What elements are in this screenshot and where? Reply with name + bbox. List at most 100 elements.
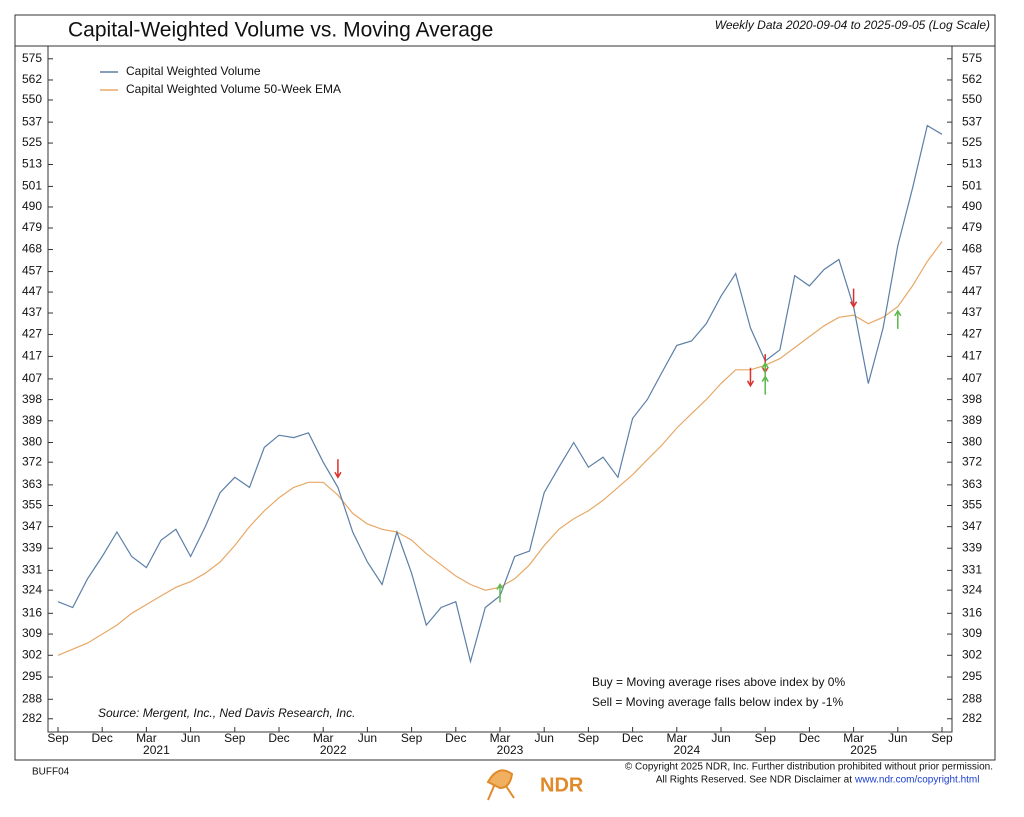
x-tick-label: Mar	[666, 731, 687, 745]
y-tick-label: 309	[22, 626, 42, 640]
y2-tick-label: 562	[962, 72, 982, 86]
y2-tick-label: 417	[962, 349, 982, 363]
outer-frame	[14, 14, 996, 761]
chart-code: BUFF04	[32, 767, 70, 778]
x-tick-label: Jun	[358, 731, 377, 745]
y2-tick-label: 363	[962, 477, 982, 491]
y2-tick-label: 309	[962, 626, 982, 640]
plot-frame	[47, 45, 953, 733]
y2-tick-label: 575	[962, 51, 982, 65]
y2-tick-label: 490	[962, 199, 982, 213]
y2-tick-label: 355	[962, 498, 982, 512]
x-tick-label: Sep	[224, 731, 246, 745]
sell-arrow	[334, 459, 342, 479]
y2-tick-label: 437	[962, 305, 982, 319]
x-tick-label: Jun	[181, 731, 200, 745]
y-tick-label: 490	[22, 199, 42, 213]
x-year-label: 2021	[143, 743, 170, 757]
y-tick-label: 427	[22, 327, 42, 341]
y-tick-label: 363	[22, 477, 42, 491]
copyright: All Rights Reserved. See NDR Disclaimer …	[656, 775, 852, 786]
x-tick-label: Mar	[490, 731, 511, 745]
y2-tick-label: 525	[962, 135, 982, 149]
x-tick-label: Mar	[843, 731, 864, 745]
y-tick-label: 302	[22, 647, 42, 661]
y-tick-label: 437	[22, 305, 42, 319]
y-tick-label: 513	[22, 157, 42, 171]
y-tick-label: 355	[22, 498, 42, 512]
y-tick-label: 347	[22, 519, 42, 533]
x-tick-label: Jun	[711, 731, 730, 745]
y2-tick-label: 398	[962, 392, 982, 406]
buy-arrow	[894, 309, 902, 329]
y2-tick-label: 347	[962, 519, 982, 533]
source: Source: Mergent, Inc., Ned Davis Researc…	[98, 706, 355, 720]
x-tick-label: Sep	[47, 731, 69, 745]
legend-label: Capital Weighted Volume	[126, 64, 261, 78]
y-tick-label: 537	[22, 114, 42, 128]
y-tick-label: 550	[22, 92, 42, 106]
legend-label: Capital Weighted Volume 50-Week EMA	[126, 82, 341, 96]
copyright: © Copyright 2025 NDR, Inc. Further distr…	[625, 762, 993, 773]
y2-tick-label: 479	[962, 220, 982, 234]
logo-text: NDR	[540, 774, 584, 796]
buy-arrow	[496, 583, 504, 603]
buy-arrow	[761, 361, 769, 382]
y-tick-label: 324	[22, 582, 42, 596]
y-tick-label: 295	[22, 669, 42, 683]
logo-icon	[486, 769, 515, 801]
x-tick-label: Sep	[931, 731, 953, 745]
y2-tick-label: 427	[962, 327, 982, 341]
y2-tick-label: 550	[962, 92, 982, 106]
x-tick-label: Jun	[888, 731, 907, 745]
y2-tick-label: 389	[962, 413, 982, 427]
note: Buy = Moving average rises above index b…	[592, 675, 845, 689]
y2-tick-label: 302	[962, 647, 982, 661]
x-tick-label: Dec	[445, 731, 466, 745]
y-tick-label: 407	[22, 371, 42, 385]
x-year-label: 2023	[497, 743, 524, 757]
y-tick-label: 380	[22, 435, 42, 449]
y-tick-label: 525	[22, 135, 42, 149]
y2-tick-label: 339	[962, 540, 982, 554]
y-tick-label: 398	[22, 392, 42, 406]
y2-tick-label: 295	[962, 669, 982, 683]
y2-tick-label: 316	[962, 605, 982, 619]
y-tick-label: 288	[22, 691, 42, 705]
x-tick-label: Dec	[799, 731, 820, 745]
y-tick-label: 457	[22, 264, 42, 278]
x-tick-label: Dec	[268, 731, 289, 745]
x-tick-label: Jun	[535, 731, 554, 745]
chart-subtitle: Weekly Data 2020-09-04 to 2025-09-05 (Lo…	[715, 18, 990, 32]
y-tick-label: 389	[22, 413, 42, 427]
copyright-link[interactable]: www.ndr.com/copyright.html	[854, 775, 980, 786]
y-tick-label: 562	[22, 72, 42, 86]
y-tick-label: 575	[22, 51, 42, 65]
y-tick-label: 479	[22, 220, 42, 234]
y2-tick-label: 372	[962, 454, 982, 468]
y-tick-label: 501	[22, 179, 42, 193]
x-tick-label: Sep	[578, 731, 600, 745]
y-tick-label: 282	[22, 711, 42, 725]
y-tick-label: 447	[22, 284, 42, 298]
y-tick-label: 339	[22, 540, 42, 554]
y2-tick-label: 501	[962, 179, 982, 193]
x-tick-label: Dec	[92, 731, 113, 745]
x-tick-label: Sep	[401, 731, 423, 745]
chart-title: Capital-Weighted Volume vs. Moving Avera…	[68, 19, 493, 42]
y2-tick-label: 513	[962, 157, 982, 171]
y2-tick-label: 282	[962, 711, 982, 725]
y2-tick-label: 407	[962, 371, 982, 385]
y2-tick-label: 447	[962, 284, 982, 298]
y-tick-label: 417	[22, 349, 42, 363]
y-tick-label: 331	[22, 563, 42, 577]
sell-arrow	[849, 288, 858, 309]
y2-tick-label: 468	[962, 242, 982, 256]
x-year-label: 2022	[320, 743, 347, 757]
x-year-label: 2024	[673, 743, 700, 757]
logo: NDR	[486, 769, 584, 801]
x-tick-label: Mar	[136, 731, 157, 745]
y2-tick-label: 288	[962, 691, 982, 705]
note: Sell = Moving average falls below index …	[592, 695, 843, 709]
